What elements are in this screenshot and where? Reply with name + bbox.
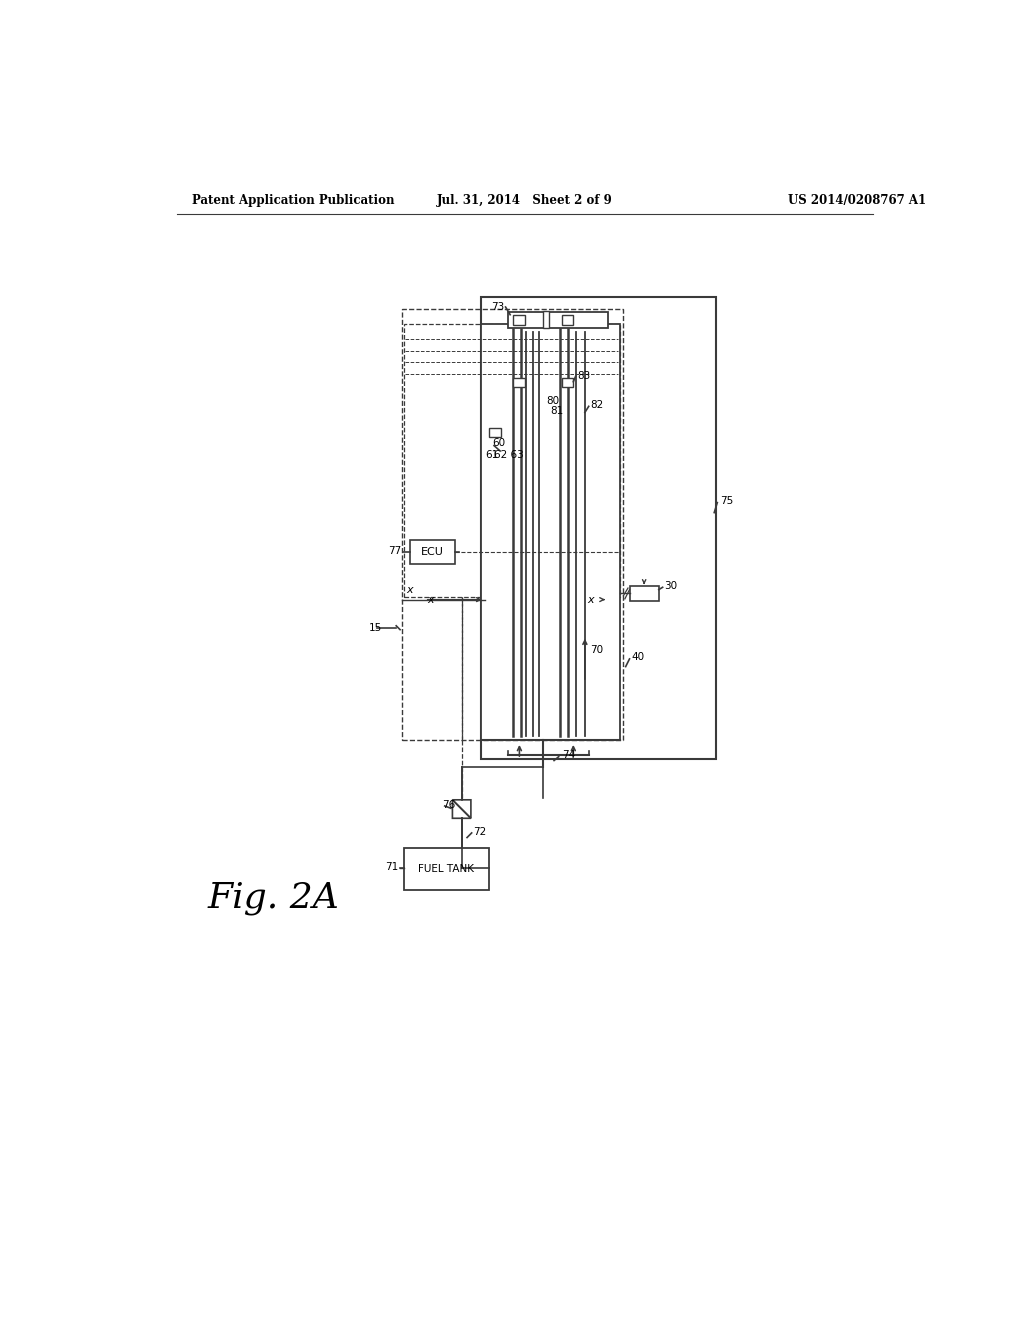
Text: ECU: ECU bbox=[421, 546, 443, 557]
Bar bbox=[481, 297, 716, 759]
Bar bbox=[543, 312, 549, 327]
Bar bbox=[401, 309, 624, 739]
Text: Fig. 2A: Fig. 2A bbox=[208, 880, 339, 915]
Text: Jul. 31, 2014   Sheet 2 of 9: Jul. 31, 2014 Sheet 2 of 9 bbox=[437, 194, 612, 207]
Bar bbox=[410, 540, 455, 564]
Text: 60: 60 bbox=[493, 438, 506, 449]
Bar bbox=[630, 586, 658, 601]
Text: 72: 72 bbox=[473, 828, 486, 837]
Text: 15: 15 bbox=[370, 623, 383, 634]
Bar bbox=[513, 378, 524, 387]
Text: 75: 75 bbox=[720, 496, 733, 506]
Text: x: x bbox=[588, 594, 594, 605]
Text: 83: 83 bbox=[578, 371, 591, 380]
Text: 74: 74 bbox=[562, 750, 575, 760]
Text: 80: 80 bbox=[547, 396, 559, 407]
Text: Patent Application Publication: Patent Application Publication bbox=[193, 194, 394, 207]
Text: 62 63: 62 63 bbox=[494, 450, 523, 459]
Text: 77: 77 bbox=[388, 546, 401, 556]
Bar bbox=[562, 378, 573, 387]
Bar bbox=[403, 323, 620, 598]
Text: 40: 40 bbox=[631, 652, 644, 663]
Text: x: x bbox=[406, 585, 413, 595]
Text: x: x bbox=[428, 594, 434, 605]
Bar bbox=[489, 428, 501, 437]
Text: 71: 71 bbox=[385, 862, 398, 871]
Text: 81: 81 bbox=[550, 407, 563, 416]
Text: 73: 73 bbox=[490, 302, 504, 312]
Text: FUEL TANK: FUEL TANK bbox=[418, 863, 474, 874]
Text: 82: 82 bbox=[590, 400, 603, 409]
Bar bbox=[403, 847, 488, 890]
Text: 76: 76 bbox=[442, 800, 456, 810]
Text: 70: 70 bbox=[590, 644, 603, 655]
Text: US 2014/0208767 A1: US 2014/0208767 A1 bbox=[788, 194, 927, 207]
Bar bbox=[562, 314, 573, 326]
Bar bbox=[508, 313, 608, 327]
Bar bbox=[513, 314, 524, 326]
Text: 61: 61 bbox=[484, 450, 498, 459]
Text: 30: 30 bbox=[665, 581, 677, 591]
Bar bbox=[481, 323, 620, 739]
